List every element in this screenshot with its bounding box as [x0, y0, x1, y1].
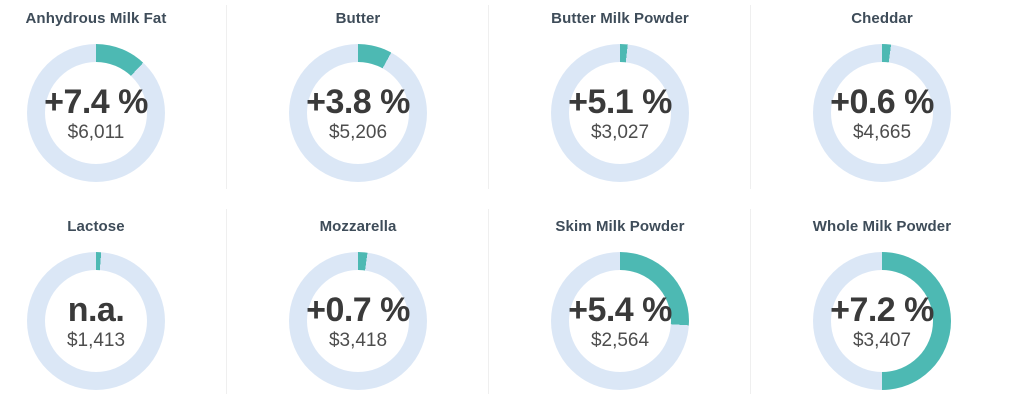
donut-center: +0.6 % $4,665 — [830, 62, 934, 164]
donut-chart[interactable]: n.a. $1,413 — [27, 252, 165, 390]
donut-chart[interactable]: +0.7 % $3,418 — [289, 252, 427, 390]
price-value: $3,407 — [852, 330, 912, 352]
donut-chart[interactable]: +5.4 % $2,564 — [551, 252, 689, 390]
product-card-butter: Butter +3.8 % $5,206 — [227, 0, 489, 204]
product-title: Butter — [335, 10, 381, 27]
donut-center: +3.8 % $5,206 — [306, 62, 410, 164]
donut-chart[interactable]: +0.6 % $4,665 — [813, 44, 951, 182]
change-percent: n.a. — [67, 291, 125, 330]
price-value: $2,564 — [590, 330, 650, 352]
change-percent: +0.6 % — [830, 83, 934, 122]
price-value: $3,418 — [328, 330, 388, 352]
donut-chart[interactable]: +5.1 % $3,027 — [551, 44, 689, 182]
product-title: Mozzarella — [319, 218, 397, 235]
donut-center: +5.4 % $2,564 — [568, 270, 672, 372]
change-percent: +7.2 % — [830, 291, 934, 330]
product-card-cheddar: Cheddar +0.6 % $4,665 — [751, 0, 1013, 204]
change-percent: +5.4 % — [568, 291, 672, 330]
donut-center: n.a. $1,413 — [45, 270, 147, 372]
change-percent: +5.1 % — [568, 83, 672, 122]
product-title: Anhydrous Milk Fat — [25, 10, 167, 27]
donut-center: +5.1 % $3,027 — [568, 62, 672, 164]
donut-chart[interactable]: +7.4 % $6,011 — [27, 44, 165, 182]
price-value: $4,665 — [852, 122, 912, 144]
price-value: $3,027 — [590, 122, 650, 144]
product-title: Lactose — [67, 218, 125, 235]
donut-chart[interactable]: +7.2 % $3,407 — [813, 252, 951, 390]
price-value: $5,206 — [328, 122, 388, 144]
price-value: $1,413 — [66, 330, 126, 352]
change-percent: +7.4 % — [44, 83, 148, 122]
product-title: Skim Milk Powder — [555, 218, 685, 235]
donut-center: +7.2 % $3,407 — [830, 270, 934, 372]
donut-center: +7.4 % $6,011 — [44, 62, 148, 164]
product-title: Whole Milk Powder — [812, 218, 952, 235]
product-title: Cheddar — [851, 10, 913, 27]
product-card-mozzarella: Mozzarella +0.7 % $3,418 — [227, 204, 489, 409]
change-percent: +0.7 % — [306, 291, 410, 330]
change-percent: +3.8 % — [306, 83, 410, 122]
product-title: Butter Milk Powder — [551, 10, 689, 27]
donut-center: +0.7 % $3,418 — [306, 270, 410, 372]
price-value: $6,011 — [67, 122, 125, 144]
product-card-lactose: Lactose n.a. $1,413 — [0, 204, 227, 409]
product-card-whole-milk-powder: Whole Milk Powder +7.2 % $3,407 — [751, 204, 1013, 409]
product-card-butter-milk-powder: Butter Milk Powder +5.1 % $3,027 — [489, 0, 751, 204]
product-card-anhydrous-milk-fat: Anhydrous Milk Fat +7.4 % $6,011 — [0, 0, 227, 204]
product-card-skim-milk-powder: Skim Milk Powder +5.4 % $2,564 — [489, 204, 751, 409]
donut-chart[interactable]: +3.8 % $5,206 — [289, 44, 427, 182]
